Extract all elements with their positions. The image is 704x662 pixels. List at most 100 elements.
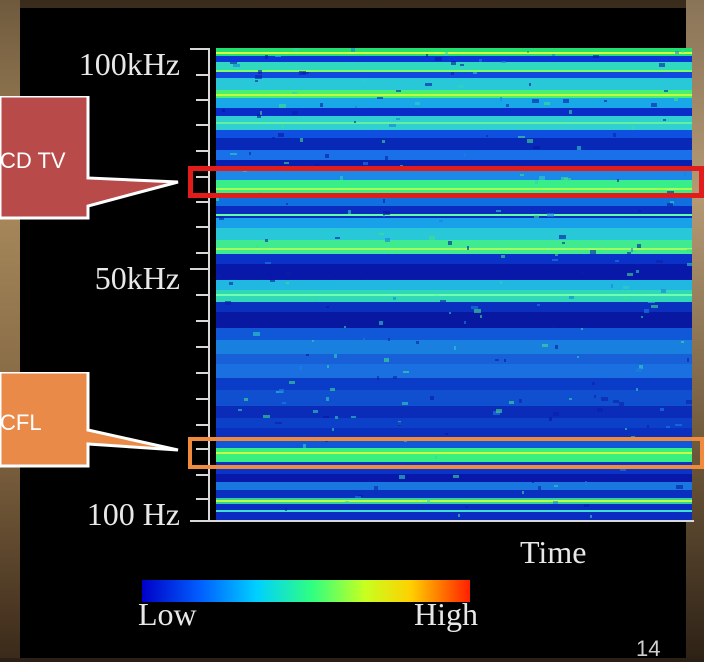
spectrogram-speckle xyxy=(403,371,409,373)
spectrogram-band xyxy=(216,448,692,462)
spectrogram-speckle xyxy=(580,272,585,274)
spectrogram-speckle xyxy=(267,273,271,275)
spectrogram-speckle xyxy=(258,70,262,74)
spectrogram-speckle xyxy=(625,428,627,430)
y-axis-tick xyxy=(196,252,208,254)
y-axis-tick xyxy=(196,124,208,126)
spectrogram-speckle xyxy=(522,491,524,494)
y-axis-tick xyxy=(196,294,208,296)
spectrogram-speckle xyxy=(537,304,540,306)
spectrogram-speckle xyxy=(363,162,368,165)
y-axis-tick xyxy=(196,320,208,322)
spectrogram-speckle xyxy=(368,480,371,482)
spectrogram-speckle xyxy=(256,245,258,248)
spectrogram-speckle xyxy=(613,133,616,137)
spectrogram-speckle xyxy=(377,97,383,99)
spectrogram-speckle xyxy=(684,172,686,176)
spectrogram-speckle xyxy=(313,410,318,413)
spectrogram-line xyxy=(216,188,692,190)
spectrogram-speckle xyxy=(430,396,434,400)
spectrogram-speckle xyxy=(603,313,606,317)
spectrogram-speckle xyxy=(620,467,626,471)
spectrogram-speckle xyxy=(542,344,548,347)
spectrogram-band xyxy=(216,62,692,72)
spectrogram-speckle xyxy=(348,210,351,214)
spectrogram-speckle xyxy=(674,97,678,101)
spectrogram-speckle xyxy=(555,254,558,256)
spectrogram-speckle xyxy=(554,485,558,487)
spectrogram-speckle xyxy=(670,201,674,204)
spectrogram-speckle xyxy=(265,239,268,242)
spectrogram-speckle xyxy=(325,154,329,158)
spectrogram-speckle xyxy=(535,180,538,184)
spectrogram-speckle xyxy=(216,197,219,201)
spectrogram-speckle xyxy=(440,300,446,302)
cdtv-callout-label: CD TV xyxy=(0,148,66,173)
spectrogram-speckle xyxy=(294,48,299,50)
spectrogram-speckle xyxy=(282,125,284,128)
y-axis-tick xyxy=(196,99,208,101)
spectrogram-speckle xyxy=(295,118,298,120)
spectrogram-line xyxy=(216,122,692,124)
colorbar xyxy=(142,580,470,602)
spectrogram-speckle xyxy=(325,440,328,442)
spectrogram-speckle xyxy=(656,260,663,263)
spectrogram-line xyxy=(216,294,692,296)
spectrogram-band xyxy=(216,228,692,240)
spectrogram-speckle xyxy=(272,137,275,139)
spectrogram-plot xyxy=(216,48,692,520)
spectrogram-speckle xyxy=(320,103,323,107)
spectrogram-speckle xyxy=(302,72,309,74)
spectrogram-speckle xyxy=(544,102,550,105)
spectrogram-speckle xyxy=(355,496,361,498)
spectrogram-speckle xyxy=(353,340,358,343)
y-axis-tick xyxy=(196,346,208,348)
spectrogram-speckle xyxy=(590,250,596,254)
spectrogram-speckle xyxy=(562,242,565,244)
spectrogram-speckle xyxy=(396,90,401,92)
spectrogram-speckle xyxy=(325,344,332,348)
spectrogram-speckle xyxy=(480,315,482,318)
spectrogram-line xyxy=(216,452,692,454)
spectrogram-speckle xyxy=(345,501,349,503)
spectrogram-speckle xyxy=(382,140,385,143)
spectrogram-speckle xyxy=(636,270,639,273)
spectrogram-speckle xyxy=(594,395,596,398)
spectrogram-speckle xyxy=(667,191,674,194)
spectrogram-speckle xyxy=(383,199,385,203)
spectrogram-speckle xyxy=(315,164,319,166)
spectrogram-speckle xyxy=(439,220,443,222)
spectrogram-speckle xyxy=(292,92,297,94)
spectrogram-speckle xyxy=(563,99,569,103)
spectrogram-speckle xyxy=(385,238,390,242)
spectrogram-band xyxy=(216,206,692,218)
y-axis-tick xyxy=(196,424,208,426)
spectrogram-speckle xyxy=(632,126,634,130)
spectrogram-speckle xyxy=(627,273,633,276)
spectrogram-speckle xyxy=(326,397,329,401)
spectrogram-speckle xyxy=(334,275,336,277)
spectrogram-speckle xyxy=(561,177,568,180)
spectrogram-speckle xyxy=(383,211,390,215)
spectrogram-speckle xyxy=(286,272,291,275)
spectrogram-speckle xyxy=(496,210,501,212)
y-axis-line xyxy=(208,48,210,522)
spectrogram-speckle xyxy=(275,422,282,424)
spectrogram-band xyxy=(216,490,692,498)
spectrogram-speckle xyxy=(641,316,643,318)
spectrogram-speckle xyxy=(244,398,248,401)
spectrogram-line xyxy=(216,94,692,96)
spectrogram-speckle xyxy=(270,279,275,282)
spectrogram-speckle xyxy=(363,338,365,341)
x-axis-label: Time xyxy=(520,534,587,570)
y-axis-tick xyxy=(196,201,208,203)
spectrogram-speckle xyxy=(377,376,379,380)
spectrogram-speckle xyxy=(687,249,692,252)
spectrogram-speckle xyxy=(623,297,628,299)
spectrogram-speckle xyxy=(686,400,692,404)
spectrogram-speckle xyxy=(354,121,356,123)
spectrogram-speckle xyxy=(532,481,534,483)
spectrogram-speckle xyxy=(448,241,452,245)
spectrogram-speckle xyxy=(637,244,641,248)
spectrogram-speckle xyxy=(676,485,683,489)
